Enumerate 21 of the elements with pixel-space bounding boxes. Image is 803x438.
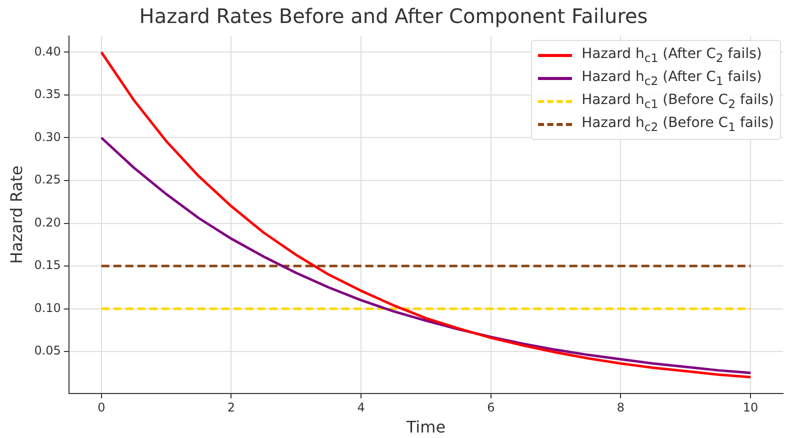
y-tick-label: 0.05 — [34, 344, 61, 358]
y-tick-label: 0.25 — [34, 172, 61, 187]
legend-label: Hazard h$_{c1}$ (After C$_{2}$ fails) — [582, 46, 762, 65]
x-tick-label: 0 — [98, 400, 106, 415]
x-axis-title: Time — [405, 418, 446, 437]
chart-title: Hazard Rates Before and After Component Failures — [139, 4, 648, 28]
legend-label: Hazard h$_{c2}$ (After C$_{1}$ fails) — [582, 69, 762, 88]
legend-label: Hazard h$_{c1}$ (Before C$_{2}$ fails) — [582, 92, 774, 111]
x-tick-label: 2 — [227, 400, 236, 415]
y-axis-title: Hazard Rate — [6, 166, 26, 264]
y-tick-label: 0.30 — [34, 130, 61, 144]
x-tick-label: 10 — [742, 400, 758, 415]
x-tick-label: 6 — [487, 400, 495, 415]
y-tick-label: 0.35 — [34, 87, 61, 102]
x-tick-label: 4 — [357, 400, 365, 415]
y-tick-label: 0.40 — [34, 44, 61, 58]
y-tick-label: 0.20 — [34, 215, 61, 230]
y-tick-label: 0.10 — [34, 300, 61, 315]
legend-label: Hazard h$_{c2}$ (Before C$_{1}$ fails) — [582, 115, 774, 134]
y-tick-label: 0.15 — [34, 258, 61, 272]
x-tick-label: 8 — [616, 400, 625, 415]
